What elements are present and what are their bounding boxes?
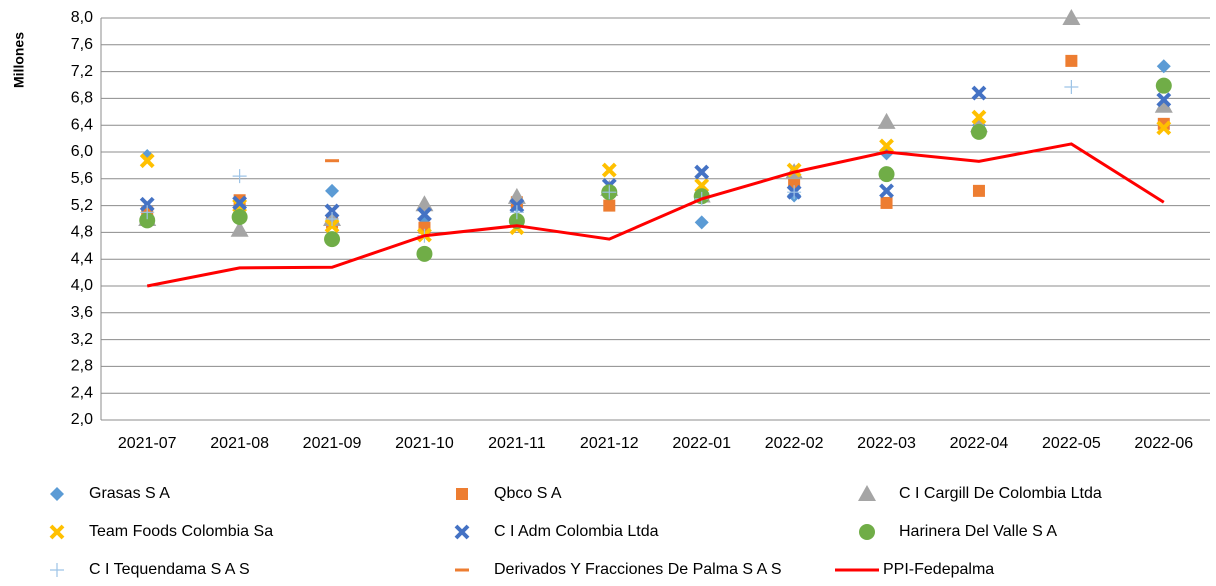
legend-label: C I Adm Colombia Ltda bbox=[494, 523, 659, 540]
marker bbox=[878, 166, 895, 183]
marker bbox=[1156, 92, 1172, 108]
legend-label: Derivados Y Fracciones De Palma S A S bbox=[494, 561, 782, 578]
x-tick-label: 2022-03 bbox=[857, 435, 916, 452]
x-tick-label: 2022-05 bbox=[1042, 435, 1101, 452]
y-tick-label: 4,0 bbox=[71, 277, 93, 294]
marker bbox=[1154, 96, 1173, 113]
marker bbox=[859, 524, 875, 540]
marker bbox=[140, 205, 155, 220]
marker bbox=[325, 183, 340, 198]
x-tick-label: 2021-11 bbox=[488, 435, 546, 452]
x-tick-label: 2021-08 bbox=[210, 435, 269, 452]
marker bbox=[603, 199, 616, 212]
marker bbox=[1065, 54, 1078, 67]
x-tick-label: 2022-01 bbox=[672, 435, 731, 452]
marker bbox=[416, 245, 433, 262]
y-tick-label: 2,8 bbox=[71, 358, 93, 375]
marker bbox=[454, 524, 470, 540]
marker bbox=[325, 212, 340, 226]
marker bbox=[788, 176, 801, 189]
marker bbox=[879, 138, 894, 154]
marker bbox=[1062, 9, 1081, 25]
marker bbox=[231, 208, 248, 225]
grid: 2,0 2,4 2,8 3,2 3,6 4,0 4,4 4,8 5,2 5,6 6,0 6,4 6,8 7… bbox=[71, 9, 1210, 452]
legend-label: Grasas S A bbox=[89, 485, 170, 502]
marker bbox=[602, 185, 617, 200]
x-tick-label: 2021-10 bbox=[395, 435, 454, 452]
marker bbox=[139, 196, 155, 212]
marker bbox=[49, 524, 65, 540]
marker bbox=[139, 153, 155, 169]
y-tick-label: 4,4 bbox=[71, 250, 93, 267]
marker bbox=[1064, 80, 1079, 95]
marker bbox=[877, 112, 896, 129]
y-tick-label: 3,6 bbox=[71, 304, 93, 321]
y-axis-label: Millones bbox=[11, 32, 27, 88]
x-tick-label: 2022-06 bbox=[1134, 435, 1193, 452]
marker bbox=[1156, 59, 1171, 74]
x-tick-label: 2021-07 bbox=[118, 435, 177, 452]
marker bbox=[232, 195, 248, 211]
legend: Grasas S A Qbco S A C I Cargill De Colombi… bbox=[49, 485, 1102, 578]
y-tick-label: 4,8 bbox=[71, 224, 93, 241]
x-tick-label: 2021-09 bbox=[303, 435, 362, 452]
marker bbox=[971, 85, 987, 101]
marker bbox=[50, 563, 64, 577]
y-tick-label: 8,0 bbox=[71, 9, 93, 26]
marker bbox=[858, 485, 876, 501]
x-tick-label: 2021-12 bbox=[580, 435, 639, 452]
y-tick-label: 3,2 bbox=[71, 331, 93, 348]
marker bbox=[232, 169, 247, 184]
marker bbox=[50, 487, 64, 501]
marker bbox=[971, 109, 987, 125]
legend-label: C I Cargill De Colombia Ltda bbox=[899, 485, 1102, 502]
x-tick-label: 2022-04 bbox=[950, 435, 1009, 452]
legend-label: Qbco S A bbox=[494, 485, 562, 502]
marker bbox=[139, 212, 156, 229]
marker bbox=[694, 215, 709, 230]
y-tick-label: 6,8 bbox=[71, 90, 93, 107]
legend-label: Harinera Del Valle S A bbox=[899, 523, 1057, 540]
marker bbox=[787, 185, 802, 200]
marker bbox=[1155, 77, 1172, 94]
marker bbox=[456, 488, 468, 500]
marker bbox=[880, 196, 893, 209]
y-tick-label: 2,4 bbox=[71, 384, 93, 401]
legend-label: C I Tequendama S A S bbox=[89, 561, 250, 578]
y-tick-label: 7,6 bbox=[71, 36, 93, 53]
x-tick-label: 2022-02 bbox=[765, 435, 824, 452]
marker bbox=[230, 220, 249, 237]
y-tick-label: 6,4 bbox=[71, 116, 93, 133]
marker bbox=[324, 203, 340, 219]
marks bbox=[138, 9, 1173, 288]
y-tick-label: 5,2 bbox=[71, 197, 93, 214]
y-tick-label: 2,0 bbox=[71, 411, 93, 428]
marker bbox=[972, 184, 985, 197]
marker bbox=[879, 183, 894, 199]
marker bbox=[509, 205, 524, 220]
y-tick-label: 7,2 bbox=[71, 63, 93, 80]
legend-label: Team Foods Colombia Sa bbox=[89, 523, 273, 540]
marker bbox=[601, 162, 617, 178]
marker bbox=[970, 123, 987, 140]
y-tick-label: 6,0 bbox=[71, 143, 93, 160]
marker bbox=[1156, 120, 1172, 136]
legend-label: PPI-Fedepalma bbox=[883, 561, 994, 578]
marker bbox=[694, 164, 710, 180]
y-tick-label: 5,6 bbox=[71, 170, 93, 187]
marker bbox=[417, 206, 432, 222]
line bbox=[146, 142, 1165, 288]
marker bbox=[324, 231, 341, 248]
